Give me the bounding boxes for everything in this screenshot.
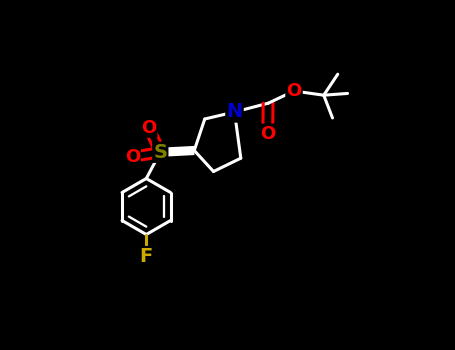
Text: F: F bbox=[140, 247, 153, 266]
Text: N: N bbox=[227, 103, 243, 121]
Text: O: O bbox=[141, 119, 157, 137]
Text: O: O bbox=[260, 125, 275, 143]
Text: O: O bbox=[286, 82, 302, 100]
Text: S: S bbox=[153, 143, 167, 162]
Text: O: O bbox=[125, 148, 140, 166]
